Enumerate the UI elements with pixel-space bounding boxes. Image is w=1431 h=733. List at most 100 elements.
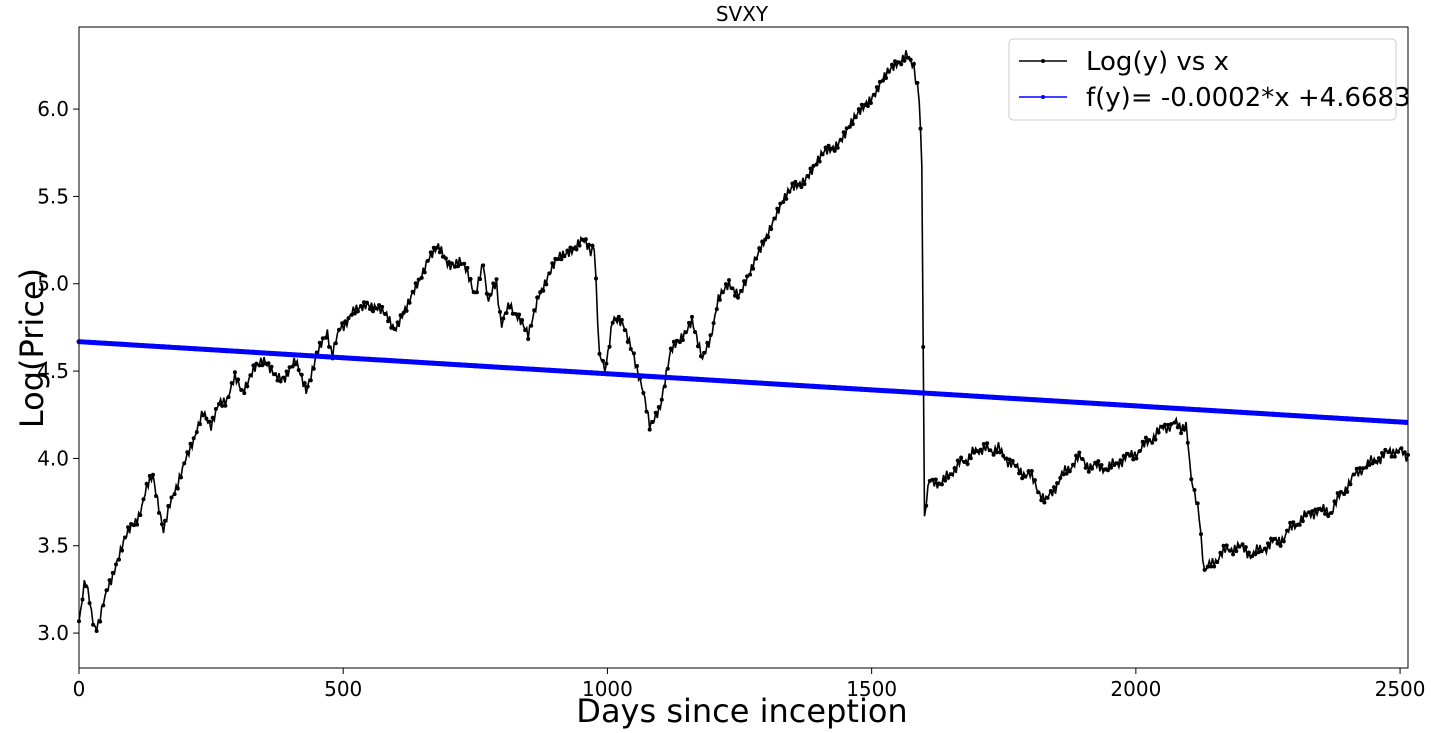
fit-point <box>1281 412 1287 418</box>
data-point <box>287 365 292 370</box>
fit-point <box>441 361 447 367</box>
data-point <box>841 130 846 135</box>
data-point <box>1105 468 1110 473</box>
fit-point <box>1339 416 1345 421</box>
data-point <box>742 279 747 284</box>
data-point <box>1307 510 1312 515</box>
data-point <box>504 311 509 315</box>
fit-point <box>562 368 568 374</box>
data-point <box>266 361 271 366</box>
fit-point <box>1170 405 1176 411</box>
fit-point <box>552 368 558 374</box>
fit-point <box>303 353 309 358</box>
fit-point <box>435 361 441 366</box>
data-point <box>311 366 316 371</box>
fit-point <box>145 343 151 349</box>
fit-point <box>483 363 489 369</box>
data-point <box>899 62 904 67</box>
data-point <box>293 362 298 367</box>
data-point <box>653 410 658 415</box>
data-point <box>628 347 633 351</box>
data-point <box>498 309 502 314</box>
legend: Log(y) vs x f(y)= -0.0002*x +4.6683 <box>1008 38 1411 121</box>
data-point <box>711 321 716 326</box>
data-point <box>751 266 756 271</box>
data-point <box>730 286 734 291</box>
fit-point <box>853 386 859 392</box>
fit-point <box>1011 396 1017 401</box>
data-point <box>236 377 241 382</box>
data-point <box>398 313 403 318</box>
fit-point <box>393 358 399 364</box>
data-point <box>610 320 615 325</box>
fit-point <box>684 376 690 382</box>
data-point <box>362 300 366 305</box>
chart-title: SVXY <box>716 2 769 26</box>
fit-point <box>124 342 130 348</box>
data-point <box>975 449 980 454</box>
data-point <box>662 384 667 389</box>
data-point <box>568 245 573 250</box>
fit-point <box>620 372 626 378</box>
data-point <box>182 461 187 466</box>
fit-point <box>266 350 272 356</box>
fit-point <box>208 347 214 353</box>
fit-point <box>937 391 943 397</box>
data-point <box>959 455 964 460</box>
data-point <box>793 179 798 184</box>
fit-point <box>203 346 209 352</box>
fit-point <box>139 343 145 348</box>
fit-point <box>478 363 484 369</box>
fit-point <box>1043 398 1049 403</box>
fit-point <box>657 374 663 380</box>
fit-point <box>161 344 166 350</box>
data-point <box>714 307 719 312</box>
fit-point <box>250 349 256 355</box>
data-point <box>278 379 283 384</box>
data-point <box>194 430 199 435</box>
data-point <box>299 372 304 377</box>
data-point <box>1153 437 1158 442</box>
data-point <box>1392 454 1397 459</box>
fit-point <box>525 366 531 372</box>
fit-point <box>821 384 827 390</box>
fit-point <box>1260 411 1266 417</box>
data-point <box>650 420 655 424</box>
data-point <box>1102 467 1107 472</box>
data-point <box>538 290 543 295</box>
fit-point <box>515 365 521 371</box>
data-point <box>529 323 534 328</box>
data-point <box>856 107 861 112</box>
fit-point <box>1196 407 1202 413</box>
data-point <box>659 397 664 402</box>
fit-point <box>1365 417 1371 423</box>
fit-point <box>118 341 124 347</box>
data-point <box>693 330 697 334</box>
data-point <box>893 59 897 64</box>
fit-point <box>1270 411 1276 417</box>
data-point <box>1202 567 1207 572</box>
data-point <box>91 622 96 627</box>
fit-point <box>176 345 182 351</box>
data-point <box>1364 465 1369 470</box>
data-point <box>769 227 774 231</box>
data-point <box>481 263 486 268</box>
data-point <box>1067 469 1072 474</box>
data-point <box>1118 458 1123 463</box>
fit-point <box>324 354 330 360</box>
data-point <box>1278 543 1283 548</box>
data-point <box>333 341 338 346</box>
data-point <box>778 201 783 206</box>
fit-point <box>811 383 816 389</box>
data-point <box>1071 462 1075 467</box>
data-point <box>532 308 537 313</box>
x-tick-label: 1000 <box>582 677 633 701</box>
data-point <box>1326 514 1331 518</box>
data-point <box>491 281 496 286</box>
data-point <box>1253 552 1258 557</box>
data-point <box>1013 464 1018 468</box>
data-point <box>924 503 929 508</box>
data-point <box>117 557 121 562</box>
fit-point <box>922 390 927 396</box>
